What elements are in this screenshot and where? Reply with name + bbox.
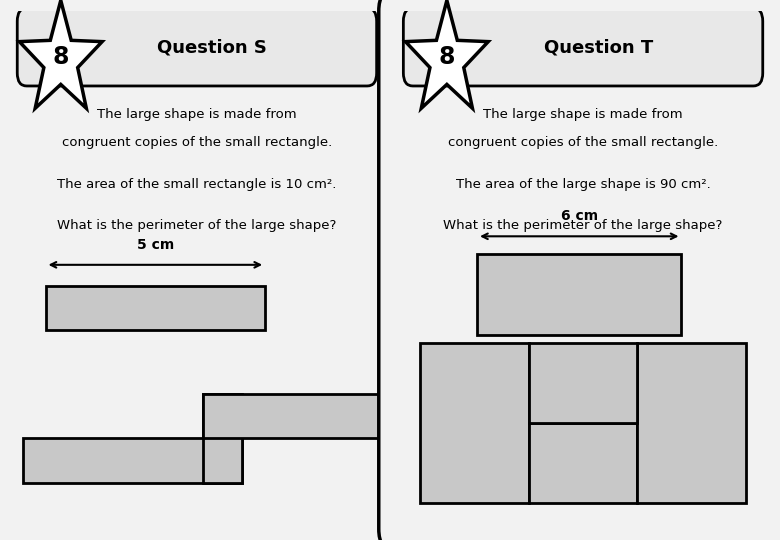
Text: What is the perimeter of the large shape?: What is the perimeter of the large shape… (57, 219, 337, 232)
FancyBboxPatch shape (0, 0, 401, 540)
Text: 5 cm: 5 cm (136, 238, 174, 252)
Text: The large shape is made from: The large shape is made from (98, 108, 296, 121)
Bar (529, 423, 637, 503)
Text: Question S: Question S (157, 38, 267, 56)
FancyBboxPatch shape (379, 0, 780, 540)
Text: The area of the small rectangle is 10 cm².: The area of the small rectangle is 10 cm… (57, 178, 337, 191)
Polygon shape (406, 1, 488, 109)
Text: Question T: Question T (544, 38, 653, 56)
Text: congruent copies of the small rectangle.: congruent copies of the small rectangle. (62, 137, 332, 150)
Polygon shape (20, 1, 102, 109)
Bar (529, 342, 637, 423)
Text: What is the perimeter of the large shape?: What is the perimeter of the large shape… (443, 219, 723, 232)
Bar (637, 342, 746, 503)
Bar (203, 394, 422, 438)
Text: 8: 8 (438, 45, 455, 70)
Text: The area of the large shape is 90 cm².: The area of the large shape is 90 cm². (456, 178, 711, 191)
FancyBboxPatch shape (403, 8, 763, 86)
Bar (420, 342, 529, 503)
Bar (23, 438, 243, 483)
Text: congruent copies of the small rectangle.: congruent copies of the small rectangle. (448, 137, 718, 150)
Bar (203, 394, 243, 483)
Bar (45, 286, 265, 329)
Text: 8: 8 (52, 45, 69, 70)
Text: The large shape is made from: The large shape is made from (484, 108, 682, 121)
Bar (477, 254, 682, 335)
Text: 6 cm: 6 cm (561, 210, 597, 224)
FancyBboxPatch shape (17, 8, 377, 86)
